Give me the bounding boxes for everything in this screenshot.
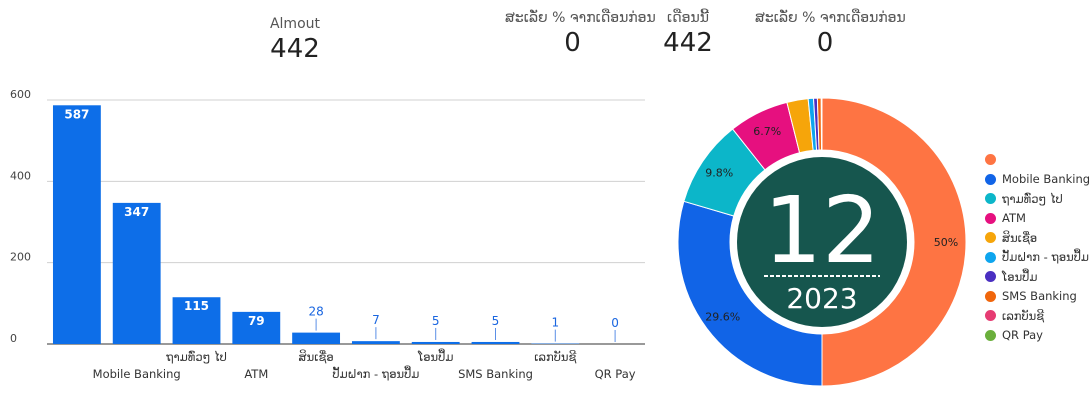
bar-mobile-banking[interactable] [112,202,161,344]
kpi-total: Almout 442 [245,16,345,64]
x-tick-label: SMS Banking [458,367,533,381]
kpi-this-month: ເດືອນນີ້ 442 [648,10,728,58]
kpi-average-change-2: ສະເລັ່ຍ % ຈາກເດືອນກ່ອນ 0 [755,10,906,58]
slice-item-0[interactable] [821,97,967,387]
bar-sms-banking[interactable] [471,341,520,344]
bar-item-2[interactable] [172,297,221,344]
legend-label: SMS Banking [1002,289,1077,304]
legend-label: Mobile Banking [1002,172,1091,187]
bar-chart: 0 200 400 600 587 347 Mobile Banking 115 ຖາມທົ່ວ… [10,88,645,381]
legend-swatch [985,271,996,283]
bar-value-label: 1 [551,316,559,330]
legend-item-item-6[interactable]: ໂອນປຶ້ມ [985,267,1090,287]
bar-item-5[interactable] [351,341,400,344]
slice-percent-label: 9.8% [705,167,733,180]
bar-value-label: 5 [492,314,500,328]
legend-swatch [985,329,996,341]
kpi-average-change-2-value: 0 [816,28,834,58]
bar-value-label: 347 [124,205,149,219]
y-tick-label: 0 [10,332,17,345]
y-tick-label: 600 [10,88,31,101]
x-tick-label: ເລກບັນຊີ [534,349,576,364]
legend-label: QR Pay [1002,328,1043,343]
legend-item-atm[interactable]: ATM [985,209,1090,229]
x-tick-label: ປັ້ມຝາກ - ຖອນປຶ້ມ [332,365,419,381]
legend-label: ສິນເຊື່ອ [1002,230,1038,245]
bar-item-0[interactable] [52,105,101,344]
legend-swatch [985,290,996,302]
legend-swatch [985,212,996,224]
kpi-this-month-label: ເດືອນນີ້ [667,10,709,26]
center-label: 12 [763,177,880,284]
donut-center-badge [737,157,907,327]
slice-percent-label: 29.6% [705,310,740,323]
legend-swatch [985,193,996,205]
legend-swatch [985,154,996,166]
legend-swatch [985,232,996,244]
bar-item-4[interactable] [292,332,341,344]
x-tick-label: QR Pay [595,367,636,381]
legend-label: ປັ້ມຝາກ - ຖອນປຶ້ມ [1002,250,1089,265]
bar-item-6[interactable] [411,341,460,344]
kpi-average-change-1: ສະເລັ່ຍ % ຈາກເດືອນກ່ອນ 0 [505,10,656,58]
legend-item-item-0[interactable] [985,150,1090,170]
legend-item-item-4[interactable]: ສິນເຊື່ອ [985,228,1090,248]
legend-swatch [985,310,996,322]
bar-value-label: 79 [248,314,265,328]
legend-swatch [985,251,996,263]
kpi-average-change-2-label: ສະເລັ່ຍ % ຈາກເດືອນກ່ອນ [755,10,906,26]
legend-item-item-8[interactable]: ເລກບັນຊີ [985,306,1090,326]
x-tick-label: ATM [244,367,268,381]
x-tick-label: ສິນເຊື່ອ [299,349,334,364]
kpi-this-month-value: 442 [663,28,713,58]
bar-value-label: 7 [372,313,380,327]
y-tick-label: 200 [10,251,31,264]
slice-percent-label: 50% [934,236,958,249]
legend-label: ໂອນປຶ້ມ [1002,269,1038,284]
kpi-average-change-1-label: ສະເລັ່ຍ % ຈາກເດືອນກ່ອນ [505,10,656,26]
slice-mobile-banking[interactable] [677,200,823,387]
legend-item-item-2[interactable]: ຖາມທົ່ວໆ ໄປ [985,189,1090,209]
x-tick-label: ຖາມທົ່ວໆ ໄປ [166,349,227,364]
legend-item-sms-banking[interactable]: SMS Banking [985,287,1090,307]
y-tick-label: 400 [10,169,31,182]
x-tick-label: ໂອນປຶ້ມ [417,348,453,364]
legend-item-qr-pay[interactable]: QR Pay [985,326,1090,346]
legend-label: ATM [1002,211,1026,226]
slice-item-8[interactable] [820,97,823,151]
bar-value-label: 28 [308,305,323,319]
slice-percent-label: 6.7% [753,125,781,138]
kpi-average-change-1-value: 0 [564,28,581,58]
bar-value-label: 5 [432,314,440,328]
bar-atm[interactable] [232,311,281,344]
kpi-total-value: 442 [270,34,320,64]
bar-value-label: 115 [184,299,209,313]
legend-swatch [985,173,996,185]
bar-value-label: 0 [611,316,619,330]
legend-label: ຖາມທົ່ວໆ ໄປ [1002,191,1063,206]
center-sublabel: 2023 [786,282,857,315]
legend-item-mobile-banking[interactable]: Mobile Banking [985,170,1090,190]
donut-legend: Mobile Banking ຖາມທົ່ວໆ ໄປ ATM ສິນເຊື່ອປັ້ມ… [985,150,1090,345]
x-tick-label: Mobile Banking [93,367,181,381]
legend-item-item-5[interactable]: ປັ້ມຝາກ - ຖອນປຶ້ມ [985,248,1090,268]
bar-value-label: 587 [64,107,89,121]
legend-label: ເລກບັນຊີ [1002,308,1045,323]
kpi-total-label: Almout [269,16,321,32]
